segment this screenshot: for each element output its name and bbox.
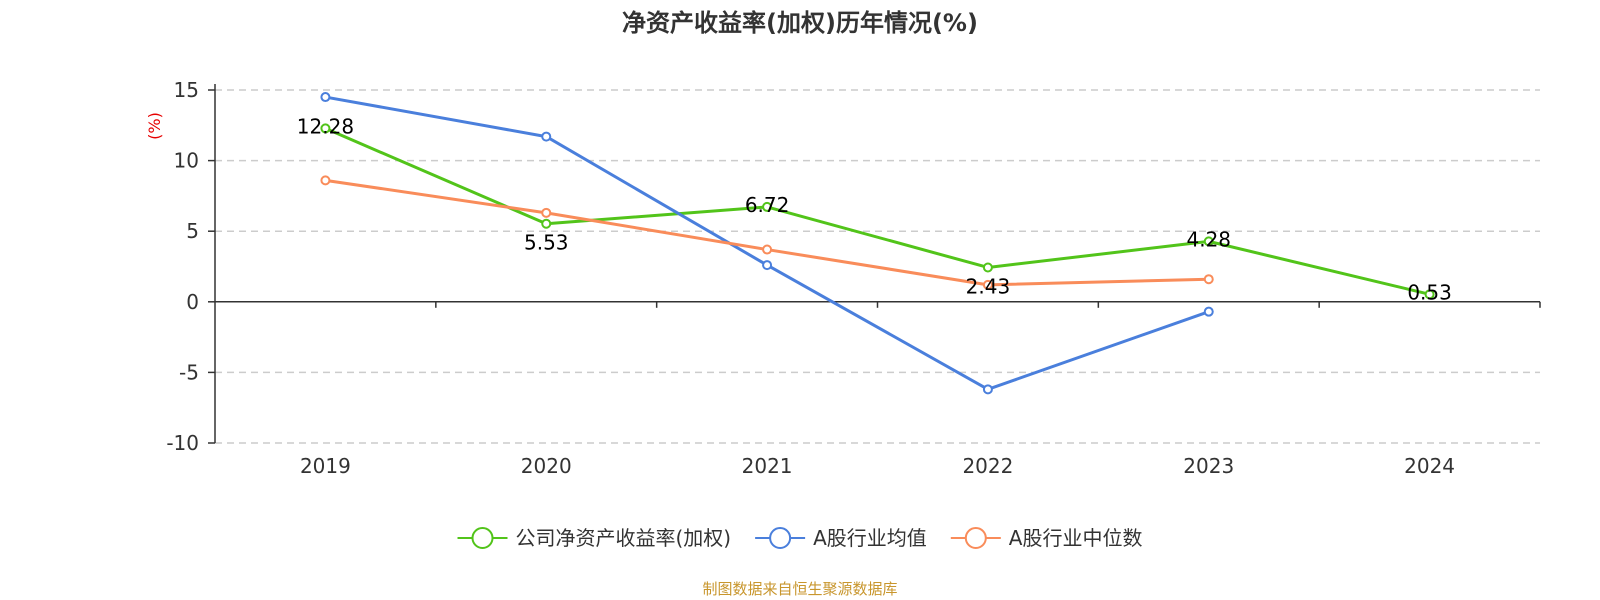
- data-label: 0.53: [1407, 280, 1452, 304]
- data-point[interactable]: [1424, 289, 1435, 300]
- y-tick-label: -5: [179, 360, 199, 384]
- data-point[interactable]: [1203, 236, 1214, 247]
- legend-item[interactable]: A股行业均值: [755, 526, 927, 550]
- legend-item[interactable]: A股行业中位数: [950, 526, 1143, 550]
- y-tick-label: -10: [166, 431, 199, 455]
- x-tick-label: 2022: [962, 454, 1013, 478]
- y-tick-label: 0: [186, 290, 199, 314]
- data-point[interactable]: [320, 92, 331, 103]
- legend: 公司净资产收益率(加权) A股行业均值 A股行业中位数: [457, 526, 1143, 550]
- chart-title: 净资产收益率(加权)历年情况(%): [622, 9, 978, 37]
- data-point[interactable]: [982, 279, 993, 290]
- series-layer: [320, 92, 1435, 395]
- data-label: 6.72: [745, 193, 790, 217]
- legend-label: A股行业中位数: [1009, 526, 1143, 550]
- data-labels: 12.28 5.53 6.72 2.43 4.28 0.53: [297, 114, 1452, 304]
- legend-marker-icon: [964, 527, 987, 549]
- data-point[interactable]: [982, 384, 993, 395]
- data-point[interactable]: [762, 201, 773, 212]
- x-tick-label: 2023: [1183, 454, 1234, 478]
- data-point[interactable]: [762, 244, 773, 255]
- axes: 15 10 5 0 -5 -10 2019 2020 2021 2022 2023 2024: [166, 78, 1541, 478]
- data-label: 5.53: [524, 231, 569, 255]
- legend-marker-icon: [769, 527, 792, 549]
- data-point[interactable]: [982, 262, 993, 273]
- data-point[interactable]: [762, 260, 773, 271]
- data-label: 4.28: [1186, 227, 1231, 251]
- x-tick-label: 2019: [300, 454, 351, 478]
- legend-label: A股行业均值: [813, 526, 927, 550]
- y-tick-label: 10: [174, 149, 199, 173]
- data-label: 12.28: [297, 114, 354, 138]
- data-point[interactable]: [541, 218, 552, 229]
- data-label: 2.43: [966, 274, 1011, 298]
- data-point[interactable]: [320, 123, 331, 134]
- data-point[interactable]: [541, 207, 552, 218]
- legend-label: 公司净资产收益率(加权): [516, 526, 732, 550]
- data-point[interactable]: [320, 175, 331, 186]
- legend-marker-icon: [471, 527, 494, 549]
- x-tick-label: 2020: [521, 454, 572, 478]
- x-tick-label: 2021: [742, 454, 793, 478]
- series-line: [324, 127, 1430, 296]
- data-point[interactable]: [1203, 306, 1214, 317]
- grid-lines: [215, 89, 1540, 444]
- y-tick-label: 5: [186, 219, 199, 243]
- x-tick-label: 2024: [1404, 454, 1455, 478]
- data-source-note: 制图数据来自恒生聚源数据库: [702, 580, 897, 598]
- series-line: [325, 95, 1210, 391]
- data-point[interactable]: [541, 131, 552, 142]
- data-point[interactable]: [1203, 274, 1214, 285]
- y-axis-unit-label: (%): [145, 112, 164, 140]
- y-tick-label: 15: [174, 78, 199, 102]
- legend-item[interactable]: 公司净资产收益率(加权): [457, 526, 732, 550]
